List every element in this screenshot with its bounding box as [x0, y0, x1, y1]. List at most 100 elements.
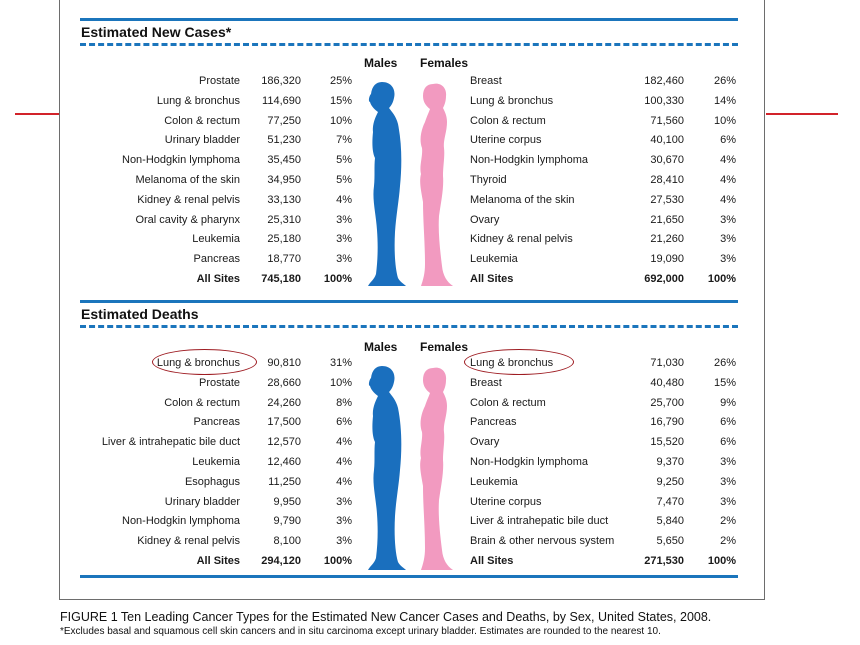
female-cancer-name: Colon & rectum: [470, 114, 546, 127]
female-percent: 10%: [713, 114, 736, 127]
male-percent: 3%: [336, 253, 352, 266]
female-percent: 3%: [720, 253, 736, 266]
section-top-rule: [80, 18, 738, 21]
male-cancer-name: All Sites: [196, 555, 240, 567]
female-percent: 26%: [713, 75, 736, 87]
table-row: Kidney & renal pelvis 33,130 4% Melanoma of…: [0, 193, 860, 207]
female-percent: 2%: [720, 515, 736, 528]
table-row: Oral cavity & pharynx 25,310 3% Ovary 21,650…: [0, 213, 860, 227]
female-count: 5,650: [656, 535, 684, 548]
male-percent: 3%: [336, 515, 352, 528]
males-header: Males: [364, 340, 398, 354]
male-count: 77,250: [267, 114, 301, 127]
female-count: 15,520: [650, 436, 684, 449]
male-count: 12,460: [267, 456, 301, 468]
female-cancer-name: Leukemia: [470, 253, 518, 266]
female-percent: 4%: [720, 154, 736, 167]
female-percent: 3%: [720, 233, 736, 246]
female-percent: 6%: [720, 134, 736, 147]
table-row: Non-Hodgkin lymphoma 35,450 5% Non-Hodgkin …: [0, 153, 860, 167]
female-silhouette-icon: [420, 83, 453, 286]
section-bottom-rule: [80, 575, 738, 578]
male-percent: 7%: [336, 134, 352, 147]
male-percent: 15%: [329, 94, 352, 107]
female-percent: 3%: [720, 475, 736, 488]
female-percent: 14%: [713, 94, 736, 107]
female-count: 9,250: [656, 475, 684, 488]
table-row: Non-Hodgkin lymphoma 9,790 3% Liver & intra…: [0, 514, 860, 528]
table-row: Urinary bladder 51,230 7% Uterine corpus 40,…: [0, 133, 860, 147]
male-count: 9,950: [273, 495, 301, 508]
female-percent: 3%: [720, 213, 736, 226]
female-cancer-name: Non-Hodgkin lymphoma: [470, 456, 588, 468]
female-cancer-name: Pancreas: [470, 416, 517, 429]
table-row: Esophagus 11,250 4% Leukemia 9,250 3%: [0, 475, 860, 489]
female-count: 100,330: [644, 94, 684, 107]
male-cancer-name: Non-Hodgkin lymphoma: [122, 154, 240, 167]
male-silhouette-icon: [368, 366, 406, 570]
female-percent: 100%: [707, 273, 736, 285]
male-percent: 3%: [336, 495, 352, 508]
male-percent: 25%: [329, 75, 352, 87]
male-cancer-name: All Sites: [196, 273, 240, 285]
table-row: Prostate 186,320 25% Breast 182,460 26%: [0, 74, 860, 88]
table-row: Colon & rectum 24,260 8% Colon & rectum 25,7…: [0, 396, 860, 410]
male-percent: 4%: [336, 475, 352, 488]
table-row: Melanoma of the skin 34,950 5% Thyroid 28,41…: [0, 173, 860, 187]
female-percent: 9%: [720, 396, 736, 409]
male-count: 25,180: [267, 233, 301, 246]
female-count: 19,090: [650, 253, 684, 266]
male-count: 18,770: [267, 253, 301, 266]
male-cancer-name: Pancreas: [193, 416, 240, 429]
female-cancer-name: Non-Hodgkin lymphoma: [470, 154, 588, 167]
male-count: 8,100: [273, 535, 301, 548]
table-row: Leukemia 12,460 4% Non-Hodgkin lymphoma 9,37…: [0, 455, 860, 469]
female-count: 182,460: [644, 75, 684, 87]
female-percent: 26%: [713, 357, 736, 369]
male-percent: 31%: [329, 357, 352, 369]
female-percent: 4%: [720, 193, 736, 206]
female-cancer-name: All Sites: [470, 273, 514, 285]
table-row: Kidney & renal pelvis 8,100 3% Brain & othe…: [0, 534, 860, 548]
male-percent: 5%: [336, 174, 352, 186]
male-percent: 10%: [329, 114, 352, 127]
male-cancer-name: Lung & bronchus: [156, 94, 240, 107]
female-count: 27,530: [650, 193, 684, 206]
male-cancer-name: Prostate: [199, 75, 240, 87]
female-percent: 4%: [720, 174, 736, 186]
male-count: 35,450: [267, 154, 301, 167]
female-percent: 100%: [707, 555, 736, 567]
male-count: 294,120: [261, 555, 301, 567]
male-cancer-name: Leukemia: [192, 456, 240, 468]
section-dashed-rule: [80, 325, 738, 328]
male-percent: 3%: [336, 535, 352, 548]
females-header: Females: [420, 56, 469, 70]
male-cancer-name: Colon & rectum: [164, 114, 240, 127]
male-count: 12,570: [267, 436, 301, 449]
red-rule-right: [766, 113, 838, 115]
male-cancer-name: Urinary bladder: [164, 134, 240, 147]
male-cancer-name: Prostate: [199, 376, 240, 389]
female-count: 271,530: [644, 555, 684, 567]
male-cancer-name: Kidney & renal pelvis: [137, 193, 240, 206]
male-cancer-name: Oral cavity & pharynx: [135, 213, 240, 226]
table-row: Pancreas 18,770 3% Leukemia 19,090 3%: [0, 252, 860, 266]
table-row: Urinary bladder 9,950 3% Uterine corpus 7,47…: [0, 495, 860, 509]
female-cancer-name: Brain & other nervous system: [470, 535, 615, 548]
male-count: 51,230: [267, 134, 301, 147]
table-row: Liver & intrahepatic bile duct 12,570 4% Ov…: [0, 435, 860, 449]
male-count: 24,260: [267, 396, 301, 409]
female-percent: 6%: [720, 436, 736, 449]
female-count: 16,790: [650, 416, 684, 429]
male-cancer-name: Liver & intrahepatic bile duct: [101, 436, 240, 449]
female-count: 21,260: [650, 233, 684, 246]
male-count: 90,810: [267, 357, 301, 369]
figure-caption: FIGURE 1 Ten Leading Cancer Types for th…: [60, 610, 712, 624]
male-cancer-name: Leukemia: [192, 233, 240, 246]
male-percent: 4%: [336, 456, 352, 468]
male-percent: 5%: [336, 154, 352, 167]
female-cancer-name: Leukemia: [470, 475, 518, 488]
female-count: 7,470: [656, 495, 684, 508]
table-row: Colon & rectum 77,250 10% Colon & rectum 71,…: [0, 114, 860, 128]
female-cancer-name: Uterine corpus: [470, 495, 542, 508]
